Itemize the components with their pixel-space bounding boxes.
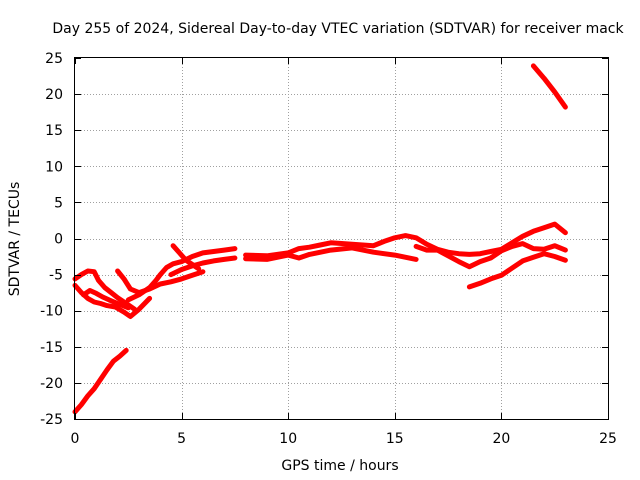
series-line-arc-8 [170, 243, 202, 272]
x-tick-label: 20 [492, 431, 510, 447]
series-line-arc-7 [168, 255, 238, 278]
series-line-arc-1 [72, 347, 129, 415]
plot-frame [74, 57, 609, 420]
y-tick-label: -10 [40, 304, 63, 320]
series-line-arc-11 [413, 241, 568, 270]
y-axis-label: SDTVAR / TECUs [7, 182, 23, 297]
series-line-arc-13 [530, 63, 568, 110]
series-line-arc-4 [81, 288, 131, 311]
x-tick-label: 25 [599, 431, 617, 447]
y-tick-label: -20 [40, 376, 63, 392]
y-tick-label: -15 [40, 340, 63, 356]
x-axis-label: GPS time / hours [281, 458, 398, 474]
series-line-arc-2 [72, 282, 153, 319]
x-tick-label: 10 [279, 431, 297, 447]
series-line-arc-10 [243, 245, 419, 262]
chart-title: Day 255 of 2024, Sidereal Day-to-day VTE… [52, 21, 624, 37]
y-tick-label: -25 [40, 412, 63, 428]
x-tick-label: 0 [71, 431, 80, 447]
series-line-arc-12 [466, 251, 568, 290]
y-tick-label: 20 [45, 87, 63, 103]
x-tick-label: 5 [177, 431, 186, 447]
series-line-arc-5 [115, 268, 206, 296]
series-line-arc-3 [72, 268, 138, 312]
series-line-arc-6 [125, 246, 238, 303]
y-tick-label: 15 [45, 123, 63, 139]
y-tick-label: 5 [54, 195, 63, 211]
y-tick-label: 0 [54, 232, 63, 248]
y-tick-label: 10 [45, 159, 63, 175]
y-tick-label: 25 [45, 51, 63, 67]
series-line-arc-9 [243, 221, 568, 259]
data-series [72, 63, 568, 415]
x-tick-label: 15 [386, 431, 404, 447]
grid-lines [75, 58, 608, 419]
y-tick-label: -5 [49, 268, 63, 284]
tick-labels: 0 5 10 15 20 25 -25 -20 -15 -10 -5 0 5 10 15 20 25 [40, 51, 617, 447]
axis-ticks [75, 58, 609, 420]
